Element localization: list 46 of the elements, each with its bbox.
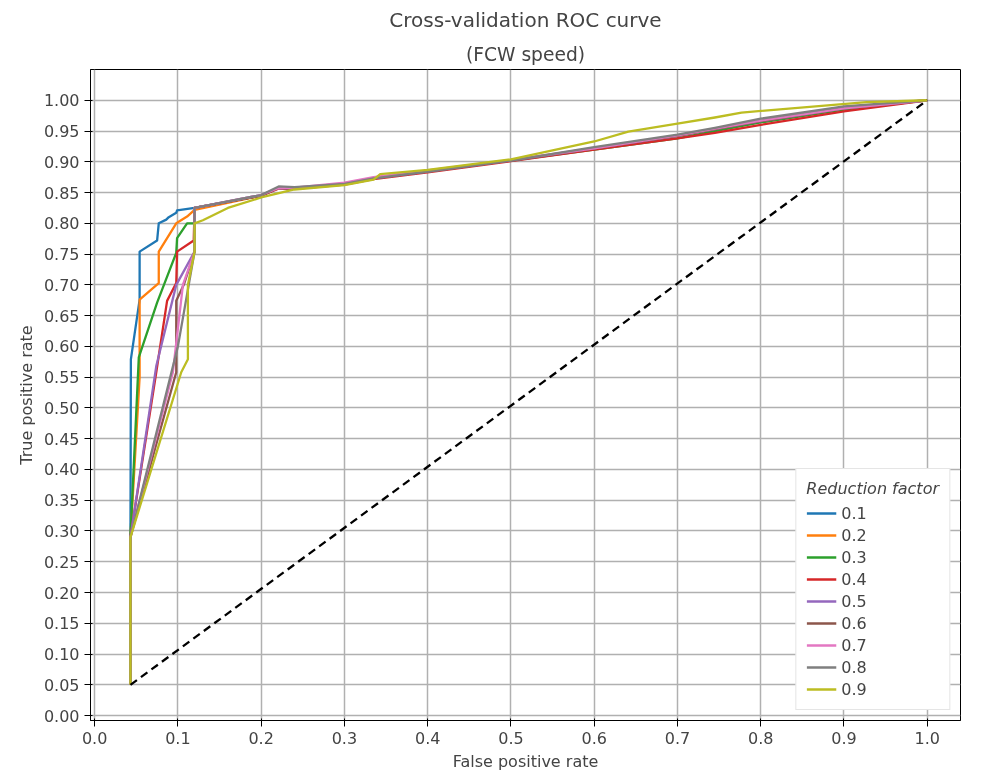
y-tick-label: 0.00 [43, 706, 80, 726]
y-tick-label: 0.45 [43, 429, 80, 449]
y-tick-label: 0.05 [43, 675, 80, 695]
y-tick-label: 0.80 [43, 214, 80, 234]
legend-label: 0.2 [841, 525, 867, 545]
legend-label: 0.1 [841, 503, 867, 523]
x-tick-label: 0.4 [414, 728, 441, 748]
chart-subtitle: (FCW speed) [465, 43, 586, 65]
legend-label: 0.4 [841, 569, 867, 589]
legend-label: 0.3 [841, 547, 867, 567]
x-tick-label: 0.7 [664, 728, 691, 748]
y-tick-label: 0.70 [43, 275, 80, 295]
y-tick-label: 0.90 [43, 152, 80, 172]
y-tick-label: 0.40 [43, 460, 80, 480]
x-tick-label: 0.8 [747, 728, 774, 748]
chart-title: Cross-validation ROC curve [389, 7, 662, 32]
x-axis-title: False positive rate [452, 751, 599, 771]
legend-label: 0.8 [841, 657, 867, 677]
legend-label: 0.7 [841, 635, 867, 655]
y-tick-label: 0.25 [43, 552, 80, 572]
x-tick-label: 0.2 [248, 728, 274, 748]
y-tick-label: 0.35 [43, 491, 80, 511]
legend-label: 0.6 [841, 613, 867, 633]
x-tick-label: 0.5 [498, 728, 524, 748]
y-tick-label: 0.15 [43, 614, 80, 634]
y-tick-label: 0.75 [43, 245, 80, 265]
y-tick-label: 1.00 [43, 91, 80, 111]
y-tick-label: 0.20 [43, 583, 80, 603]
y-tick-label: 0.95 [43, 122, 80, 142]
y-axis-title: True positive rate [16, 325, 36, 466]
x-tick-label: 1.0 [914, 728, 940, 748]
y-tick-label: 0.85 [43, 183, 80, 203]
x-tick-label: 0.9 [831, 728, 857, 748]
x-tick-label: 0.3 [331, 728, 358, 748]
y-tick-label: 0.30 [43, 521, 80, 541]
x-tick-label: 0.6 [581, 728, 607, 748]
legend-label: 0.5 [841, 591, 867, 611]
x-tick-label: 0.1 [165, 728, 191, 748]
y-tick-label: 0.50 [43, 398, 80, 418]
y-tick-label: 0.65 [43, 306, 80, 326]
x-tick-label: 0.0 [81, 728, 108, 748]
legend-title: Reduction factor [806, 479, 939, 498]
legend-label: 0.9 [841, 679, 867, 699]
y-tick-label: 0.10 [43, 645, 80, 665]
y-tick-label: 0.60 [43, 337, 80, 357]
y-tick-label: 0.55 [43, 368, 80, 388]
